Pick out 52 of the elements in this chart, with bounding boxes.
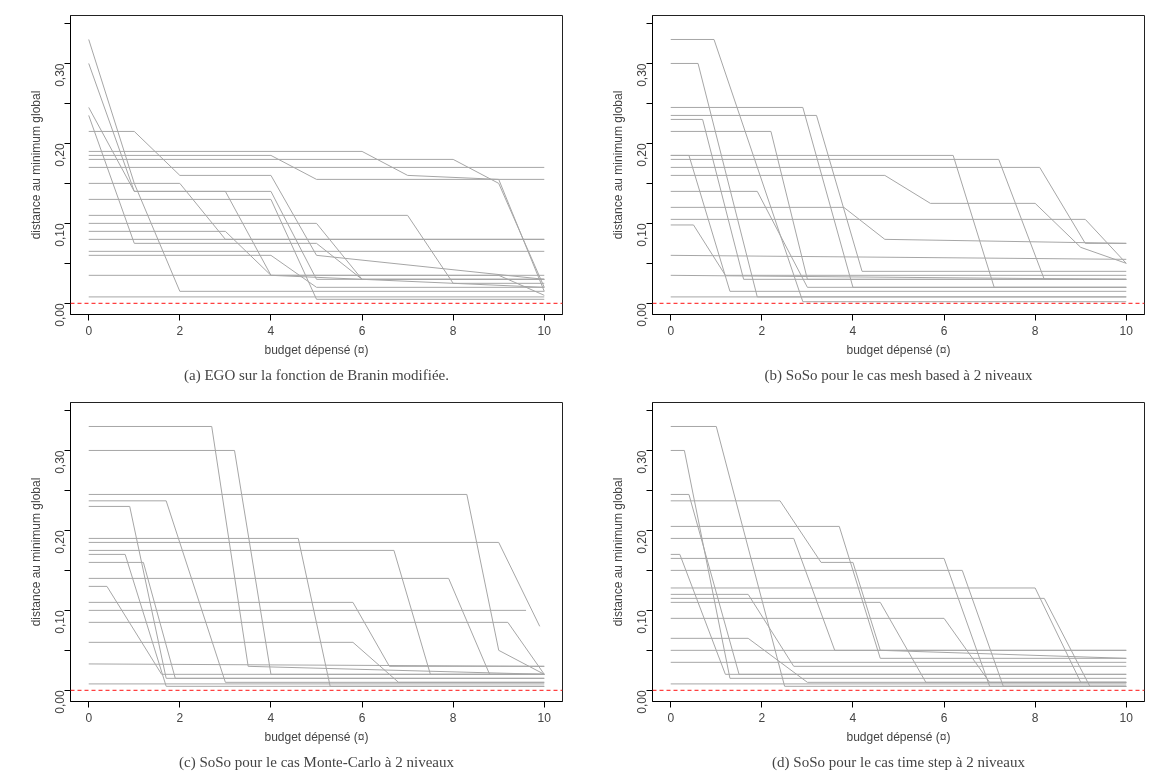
x-tick-label: 0 (85, 710, 93, 725)
x-axis-title: budget dépensé (¤) (846, 729, 951, 744)
y-tick-label: 0,00 (53, 302, 67, 327)
y-tick-label: 0,20 (53, 143, 67, 167)
x-tick-label: 8 (1031, 323, 1039, 338)
y-tick-label: 0,30 (53, 450, 67, 474)
y-tick-label: 0,30 (635, 63, 649, 87)
x-tick-label: 10 (537, 710, 552, 725)
y-tick-label: 0,00 (635, 302, 649, 327)
x-tick-label: 6 (940, 710, 948, 725)
x-tick-label: 10 (1119, 323, 1134, 338)
y-tick-label: 0,10 (53, 610, 67, 634)
y-axis-title: distance au minimum global (610, 477, 625, 627)
x-axis-title: budget dépensé (¤) (264, 729, 369, 744)
y-tick-label: 0,20 (635, 143, 649, 167)
x-tick-label: 6 (358, 710, 366, 725)
y-tick-label: 0,30 (635, 450, 649, 474)
x-tick-label: 8 (1031, 710, 1039, 725)
x-tick-label: 8 (449, 323, 457, 338)
x-tick-label: 10 (537, 323, 552, 338)
text: (a) EGO sur la fonction de Branin modifiée. (184, 366, 449, 384)
x-tick-label: 10 (1119, 710, 1134, 725)
y-axis-title: distance au minimum global (610, 90, 625, 240)
x-tick-label: 0 (85, 323, 93, 338)
y-tick-label: 0,30 (53, 63, 67, 87)
y-tick-label: 0,00 (635, 689, 649, 714)
y-axis-title: distance au minimum global (28, 90, 43, 240)
x-tick-label: 2 (758, 323, 766, 338)
x-tick-label: 2 (176, 323, 184, 338)
x-tick-label: 2 (758, 710, 766, 725)
x-tick-label: 6 (940, 323, 948, 338)
x-tick-label: 0 (667, 710, 675, 725)
x-tick-label: 4 (849, 323, 857, 338)
y-tick-label: 0,10 (635, 610, 649, 634)
y-tick-label: 0,00 (53, 689, 67, 714)
y-tick-label: 0,20 (53, 530, 67, 554)
y-tick-label: 0,10 (635, 223, 649, 247)
x-tick-label: 4 (267, 710, 275, 725)
text: (d) SoSo pour le cas time step à 2 niveaux (772, 753, 1026, 771)
y-tick-label: 0,20 (635, 530, 649, 554)
x-tick-label: 2 (176, 710, 184, 725)
x-tick-label: 4 (849, 710, 857, 725)
text: (b) SoSo pour le cas mesh based à 2 niveaux (764, 366, 1033, 384)
x-tick-label: 0 (667, 323, 675, 338)
y-tick-label: 0,10 (53, 223, 67, 247)
y-axis-title: distance au minimum global (28, 477, 43, 627)
x-tick-label: 6 (358, 323, 366, 338)
x-axis-title: budget dépensé (¤) (846, 342, 951, 357)
x-tick-label: 8 (449, 710, 457, 725)
x-tick-label: 4 (267, 323, 275, 338)
text: (c) SoSo pour le cas Monte-Carlo à 2 niveaux (179, 753, 455, 771)
x-axis-title: budget dépensé (¤) (264, 342, 369, 357)
